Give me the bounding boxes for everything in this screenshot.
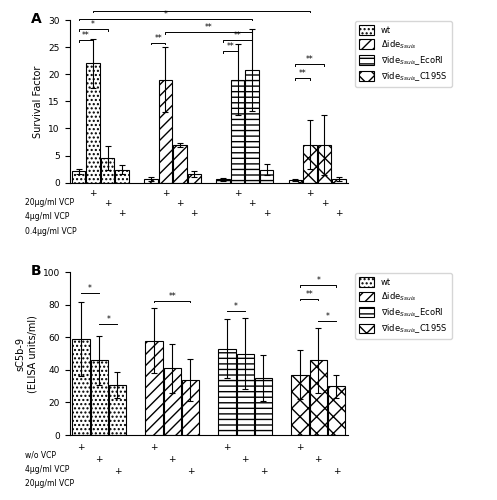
- Text: **: **: [299, 69, 307, 78]
- Text: B: B: [31, 264, 41, 278]
- Text: +: +: [95, 455, 103, 464]
- Text: **: **: [82, 31, 90, 40]
- Text: A: A: [31, 12, 41, 26]
- Text: **: **: [205, 22, 213, 32]
- Legend: wt, Δide$_{Ssuis}$, ∇ide$_{Ssuis}$_EcoRI, ∇ide$_{Ssuis}$_C195S: wt, Δide$_{Ssuis}$, ∇ide$_{Ssuis}$_EcoRI…: [355, 21, 452, 87]
- Text: +: +: [89, 189, 97, 198]
- Bar: [246, 70, 259, 182]
- Text: w/o VCP: w/o VCP: [25, 450, 56, 459]
- Bar: [159, 80, 172, 182]
- Text: 20µg/ml VCP: 20µg/ml VCP: [25, 480, 74, 488]
- Text: **: **: [227, 42, 234, 50]
- Text: +: +: [150, 442, 158, 452]
- Text: 20µg/ml VCP: 20µg/ml VCP: [25, 198, 74, 207]
- Text: +: +: [118, 208, 126, 218]
- Bar: [109, 384, 126, 435]
- Bar: [219, 348, 236, 435]
- Text: +: +: [335, 208, 342, 218]
- Bar: [146, 340, 163, 435]
- Text: *: *: [106, 315, 110, 324]
- Text: **: **: [234, 31, 242, 40]
- Bar: [90, 360, 108, 435]
- Text: **: **: [154, 34, 162, 42]
- Bar: [101, 158, 114, 182]
- Bar: [182, 380, 199, 435]
- Text: +: +: [104, 199, 111, 208]
- Bar: [318, 145, 331, 182]
- Bar: [260, 170, 273, 182]
- Text: **: **: [168, 292, 176, 301]
- Text: *: *: [91, 20, 95, 29]
- Bar: [173, 145, 186, 182]
- Text: +: +: [168, 455, 176, 464]
- Text: +: +: [260, 467, 267, 476]
- Bar: [310, 360, 327, 435]
- Text: *: *: [88, 284, 92, 293]
- Bar: [231, 80, 245, 182]
- Y-axis label: Survival Factor: Survival Factor: [33, 65, 43, 138]
- Text: +: +: [242, 455, 249, 464]
- Bar: [237, 354, 254, 435]
- Y-axis label: sC5b-9
(ELISA units/ml): sC5b-9 (ELISA units/ml): [15, 314, 37, 392]
- Bar: [216, 180, 230, 182]
- Text: *: *: [326, 312, 330, 320]
- Text: +: +: [315, 455, 322, 464]
- Text: +: +: [114, 467, 121, 476]
- Text: *: *: [234, 302, 238, 310]
- Bar: [291, 375, 309, 435]
- Bar: [328, 386, 345, 435]
- Bar: [73, 339, 89, 435]
- Text: +: +: [321, 199, 328, 208]
- Legend: wt, Δide$_{Ssuis}$, ∇ide$_{Ssuis}$_EcoRI, ∇ide$_{Ssuis}$_C195S: wt, Δide$_{Ssuis}$, ∇ide$_{Ssuis}$_EcoRI…: [355, 273, 452, 339]
- Text: +: +: [296, 442, 304, 452]
- Text: +: +: [77, 442, 84, 452]
- Text: +: +: [223, 442, 231, 452]
- Text: +: +: [248, 199, 256, 208]
- Bar: [86, 64, 100, 182]
- Text: **: **: [306, 55, 314, 64]
- Text: *: *: [316, 276, 320, 285]
- Bar: [164, 368, 181, 435]
- Text: 0.4µg/ml VCP: 0.4µg/ml VCP: [25, 227, 77, 236]
- Text: +: +: [190, 208, 198, 218]
- Text: 4µg/ml VCP: 4µg/ml VCP: [25, 464, 70, 473]
- Text: +: +: [234, 189, 242, 198]
- Text: +: +: [306, 189, 314, 198]
- Text: +: +: [176, 199, 183, 208]
- Text: **: **: [305, 290, 313, 300]
- Bar: [144, 179, 158, 182]
- Text: +: +: [333, 467, 340, 476]
- Text: +: +: [162, 189, 169, 198]
- Bar: [187, 174, 201, 182]
- Bar: [303, 145, 317, 182]
- Text: *: *: [164, 10, 167, 18]
- Bar: [332, 179, 345, 182]
- Text: 4µg/ml VCP: 4µg/ml VCP: [25, 212, 70, 222]
- Bar: [255, 378, 272, 435]
- Text: +: +: [263, 208, 270, 218]
- Bar: [72, 172, 85, 182]
- Text: +: +: [187, 467, 194, 476]
- Bar: [115, 170, 129, 182]
- Bar: [289, 180, 302, 182]
